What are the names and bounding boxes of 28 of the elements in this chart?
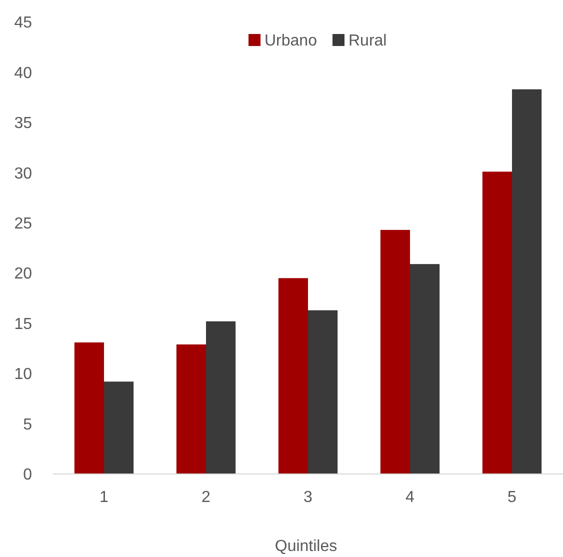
x-tick-label: 5 <box>508 489 517 506</box>
y-tick-label: 15 <box>14 316 32 333</box>
y-tick-label: 40 <box>14 64 32 82</box>
legend-label: Urbano <box>264 32 318 50</box>
x-tick-label: 4 <box>406 489 415 506</box>
bar <box>206 321 236 474</box>
x-tick-label: 1 <box>100 489 109 506</box>
y-tick-label: 0 <box>23 466 32 484</box>
bar <box>512 89 542 474</box>
bar <box>482 172 512 474</box>
y-tick-label: 20 <box>14 266 32 283</box>
y-tick-label: 10 <box>14 366 32 384</box>
y-tick-label: 5 <box>23 416 32 434</box>
y-tick-label: 45 <box>14 14 32 32</box>
y-tick-label: 35 <box>14 115 32 132</box>
legend-label: Rural <box>348 32 387 50</box>
x-axis-title: Quintiles <box>274 538 338 555</box>
bar <box>410 264 440 474</box>
bar <box>380 230 410 474</box>
bar <box>74 342 104 474</box>
bar <box>308 310 338 474</box>
x-tick-label: 2 <box>202 489 211 506</box>
bar <box>278 278 308 474</box>
x-tick-label: 3 <box>304 489 313 506</box>
y-tick-label: 25 <box>14 215 32 232</box>
bar <box>176 344 206 474</box>
y-tick-label: 30 <box>14 165 32 182</box>
bar <box>104 382 134 474</box>
